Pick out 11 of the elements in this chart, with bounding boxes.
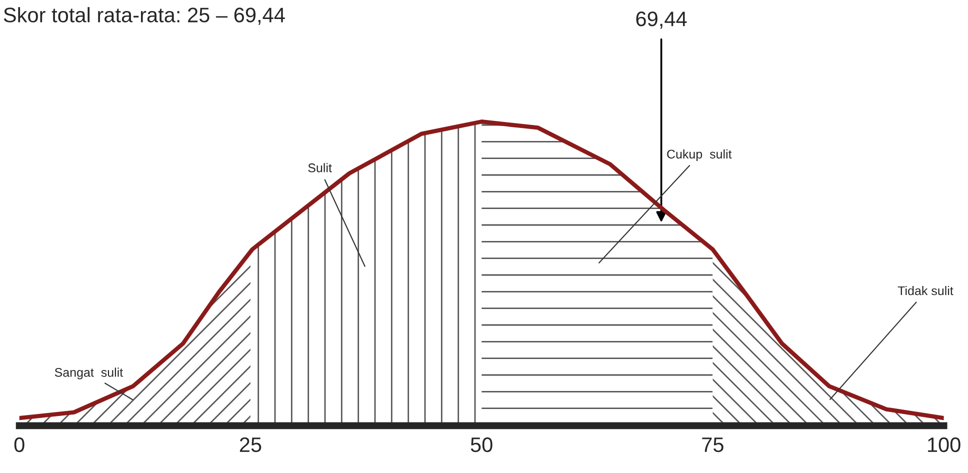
x-tick-label: 50 [470, 437, 492, 452]
band-label: Sulit [308, 163, 332, 172]
x-tick-label: 0 [14, 437, 24, 452]
x-tick-label: 100 [928, 437, 960, 452]
x-tick-label: 25 [240, 437, 262, 452]
annotation: 69,44 [636, 12, 687, 29]
chart-title: Skor total rata-rata: 25 – 69,44 [4, 7, 285, 25]
band-label: Tidak sulit [898, 286, 954, 296]
band-label: Cukup sulit [667, 149, 732, 162]
x-tick-label: 75 [702, 438, 724, 452]
band-label: Sangat sulit [54, 368, 123, 380]
